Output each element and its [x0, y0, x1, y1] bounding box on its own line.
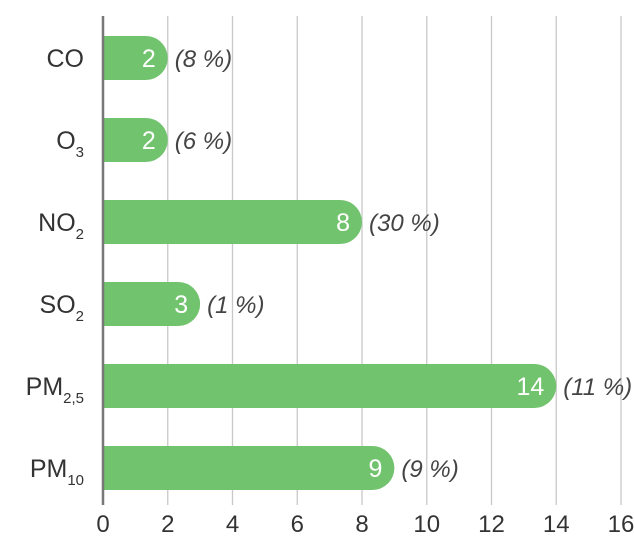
category-label-subscript: 10: [67, 472, 84, 489]
bar-value-label: 14: [516, 373, 544, 401]
bar-value-label: 2: [142, 45, 156, 73]
bar-percent-label: (11 %): [563, 374, 632, 401]
grid-lines: [167, 16, 622, 505]
bar-percent-label: (30 %): [369, 210, 440, 237]
category-label: CO: [47, 45, 85, 73]
x-tick-label: 2: [161, 511, 174, 538]
bar-percent-label: (9 %): [401, 456, 458, 483]
x-tick-label: 0: [96, 511, 109, 538]
bar-value-label: 8: [336, 209, 350, 237]
category-label-text: NO: [38, 209, 76, 237]
category-label-subscript: 2: [76, 226, 84, 243]
category-label-subscript: 2,5: [63, 390, 84, 407]
x-tick-label: 4: [226, 511, 239, 538]
bar-percent-label: (8 %): [175, 46, 232, 73]
bars: [103, 36, 557, 490]
bar-percent-label: (1 %): [207, 292, 264, 319]
category-label-text: PM: [26, 373, 64, 401]
bar-value-label: 3: [174, 291, 188, 319]
bar-percent-label: (6 %): [175, 128, 232, 155]
category-label-text: PM: [30, 455, 68, 483]
x-tick-label: 14: [543, 511, 570, 538]
category-label-text: CO: [47, 45, 85, 73]
bar: [103, 446, 395, 490]
x-tick-label: 16: [608, 511, 634, 538]
x-tick-label: 12: [478, 511, 505, 538]
category-label: PM10: [30, 455, 84, 489]
bar-value-label: 9: [368, 455, 382, 483]
bar: [103, 364, 557, 408]
category-label-subscript: 2: [76, 308, 84, 325]
category-label: O3: [56, 127, 84, 161]
bar: [103, 200, 362, 244]
x-tick-label: 8: [355, 511, 368, 538]
bar: [103, 118, 168, 162]
x-tick-label: 6: [291, 511, 304, 538]
bar-value-label: 2: [142, 127, 156, 155]
x-tick-label: 10: [413, 511, 440, 538]
category-label-text: O: [56, 127, 75, 155]
category-label: SO2: [40, 291, 84, 325]
category-label: PM2,5: [26, 373, 84, 407]
category-label-subscript: 3: [76, 144, 84, 161]
category-label-text: SO: [40, 291, 76, 319]
bar: [103, 36, 168, 80]
category-label: NO2: [38, 209, 84, 243]
labels: 0 2 4 6 8 10 12 14 162 (8 %)CO2 (6 %)O38 (30 %)NO23…: [26, 45, 634, 538]
bar: [103, 282, 201, 326]
